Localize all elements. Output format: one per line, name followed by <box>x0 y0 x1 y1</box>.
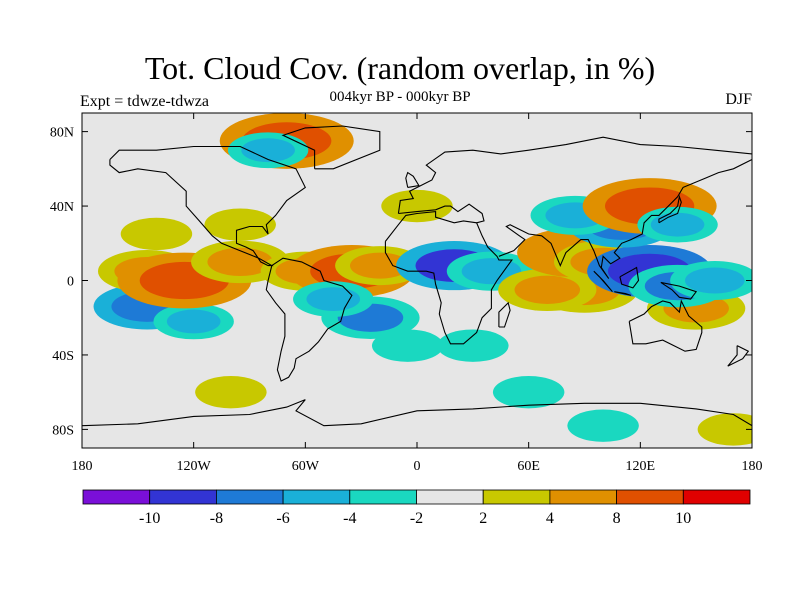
colorbar-swatch <box>417 490 484 504</box>
colorbar-label: -6 <box>276 510 289 527</box>
x-tick-label: 180 <box>742 459 763 474</box>
colorbar-swatch <box>483 490 550 504</box>
colorbar-label: -4 <box>343 510 356 527</box>
y-tick-label: 40S <box>52 349 74 364</box>
colorbar-label: 4 <box>546 510 554 527</box>
contour-core <box>207 381 255 403</box>
contour-core <box>384 335 432 357</box>
contour-core <box>216 214 264 236</box>
x-tick-label: 60W <box>292 459 320 474</box>
colorbar-label: 8 <box>613 510 621 527</box>
colorbar-label: 2 <box>479 510 487 527</box>
colorbar-label: -8 <box>210 510 223 527</box>
contour-core <box>306 287 360 311</box>
contour-core <box>505 381 553 403</box>
y-tick-label: 80N <box>50 126 74 141</box>
colorbar-swatch <box>150 490 217 504</box>
contour-core <box>133 223 181 245</box>
contour-core <box>167 310 221 334</box>
y-tick-label: 0 <box>67 275 74 290</box>
colorbar-label: -2 <box>410 510 423 527</box>
x-tick-label: 60E <box>517 459 540 474</box>
colorbar-label: 10 <box>675 510 691 527</box>
x-tick-label: 120E <box>626 459 656 474</box>
colorbar-swatch <box>216 490 283 504</box>
contour-core <box>685 267 745 293</box>
y-tick-label: 80S <box>52 423 74 438</box>
contour-core <box>651 213 705 237</box>
colorbar-swatch <box>550 490 617 504</box>
colorbar-swatch <box>683 490 750 504</box>
x-tick-label: 180 <box>72 459 93 474</box>
contour-core <box>449 335 497 357</box>
colorbar-swatch <box>617 490 684 504</box>
colorbar-swatch <box>83 490 150 504</box>
colorbar: -10 -8 -6 -4 -2 2 4 8 10 <box>83 490 750 527</box>
y-tick-label: 40N <box>50 200 74 215</box>
x-tick-label: 120W <box>177 459 212 474</box>
contour-core <box>515 276 581 304</box>
x-tick-label: 0 <box>414 459 421 474</box>
colorbar-swatch <box>283 490 350 504</box>
contour-core <box>579 415 627 437</box>
colorbar-swatch <box>350 490 417 504</box>
colorbar-label: -10 <box>139 510 160 527</box>
